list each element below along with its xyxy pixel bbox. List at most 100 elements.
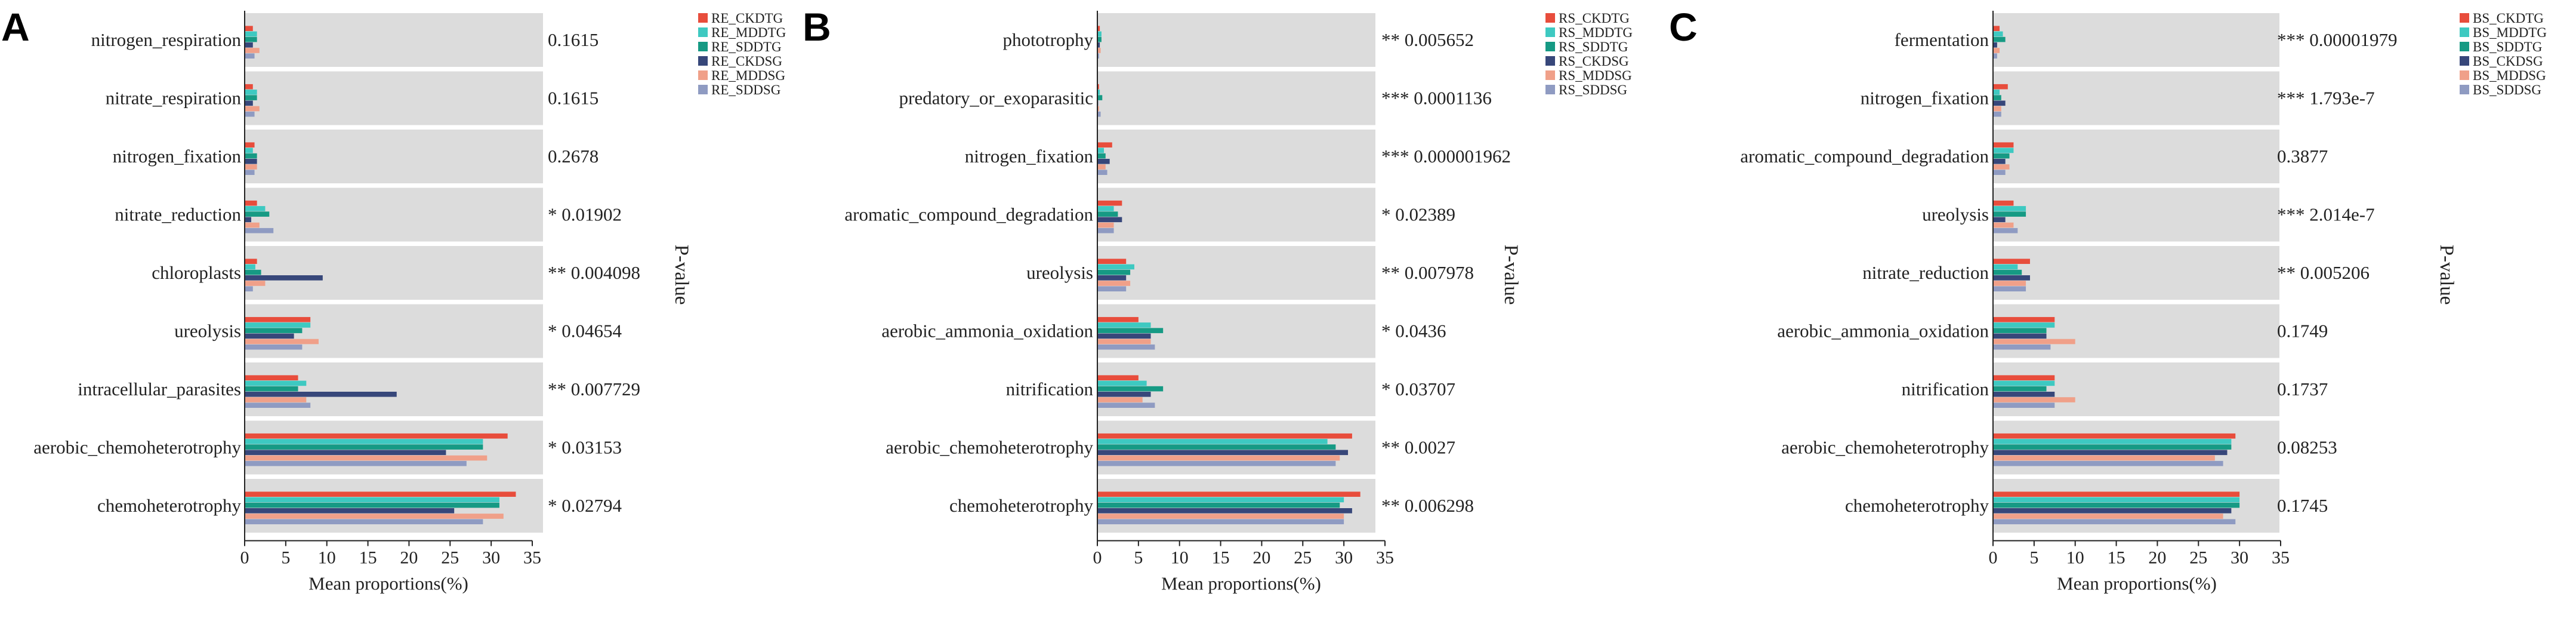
- bar-re-mddsg: [245, 514, 504, 519]
- bar-rs-sddtg: [1097, 269, 1131, 275]
- x-tick-label: 20: [1252, 548, 1270, 568]
- bar-re-ckdsg: [245, 159, 257, 164]
- bar-re-ckdsg: [245, 508, 455, 514]
- bar-re-ckdtg: [245, 142, 255, 147]
- category-label: nitrogen_fixation: [1861, 88, 1989, 109]
- x-tick-label: 25: [1294, 548, 1312, 568]
- bar-re-sddtg: [245, 328, 303, 333]
- bar-bs-ckdtg: [1993, 375, 2055, 380]
- category-label: ureolysis: [1026, 262, 1093, 283]
- bar-re-ckdtg: [245, 433, 508, 439]
- bar-bs-sddtg: [1993, 95, 2001, 100]
- bar-bs-sddsg: [1993, 53, 1997, 59]
- bar-re-mddtg: [245, 31, 257, 37]
- panel-letter: C: [1669, 5, 1698, 49]
- bar-bs-mddsg: [1993, 48, 2000, 53]
- category-band: [1097, 187, 1375, 242]
- legend-label: RS_CKDTG: [1559, 11, 1630, 26]
- bar-rs-ckdsg: [1097, 508, 1352, 514]
- bar-rs-sddsg: [1097, 460, 1336, 466]
- bar-re-sddsg: [245, 460, 467, 466]
- x-tick-label: 15: [359, 548, 377, 568]
- bar-re-mddsg: [245, 222, 260, 228]
- legend-swatch: [1545, 56, 1555, 66]
- bar-rs-ckdsg: [1097, 42, 1100, 48]
- bar-bs-sddtg: [1993, 211, 2026, 217]
- bar-bs-ckdsg: [1993, 333, 2047, 339]
- x-tick-label: 0: [1093, 548, 1102, 568]
- bar-bs-ckdtg: [1993, 433, 2236, 439]
- category-label: predatory_or_exoparasitic: [899, 88, 1093, 109]
- x-tick-label: 35: [1376, 548, 1394, 568]
- bar-rs-mddtg: [1097, 31, 1102, 37]
- category-label: chemoheterotrophy: [949, 495, 1094, 516]
- bar-bs-sddsg: [1993, 170, 2006, 175]
- bar-bs-ckdtg: [1993, 316, 2055, 322]
- category-label: aerobic_chemoheterotrophy: [1781, 437, 1989, 458]
- p-value-axis-label: P-value: [1500, 245, 1522, 305]
- bar-rs-sddtg: [1097, 95, 1103, 100]
- x-tick-label: 10: [318, 548, 336, 568]
- bar-bs-sddsg: [1993, 344, 2051, 350]
- bar-rs-sddtg: [1097, 386, 1164, 392]
- bar-re-ckdsg: [245, 217, 252, 223]
- bar-bs-mddtg: [1993, 380, 2055, 386]
- p-value-axis-label: P-value: [2436, 245, 2457, 305]
- bar-bs-mddsg: [1993, 455, 2215, 461]
- bar-re-ckdsg: [245, 333, 294, 339]
- bar-rs-mddsg: [1097, 48, 1101, 53]
- bar-bs-mddtg: [1993, 206, 2026, 211]
- x-axis-title: Mean proportions(%): [1161, 573, 1321, 594]
- x-tick-label: 25: [441, 548, 459, 568]
- x-tick-label: 5: [1134, 548, 1143, 568]
- bar-re-sddsg: [245, 402, 311, 408]
- category-band: [1993, 246, 2279, 300]
- bar-rs-mddsg: [1097, 164, 1106, 170]
- bar-re-sddtg: [245, 444, 483, 450]
- legend-swatch: [1545, 42, 1555, 51]
- bar-rs-sddsg: [1097, 111, 1101, 117]
- bar-re-ckdtg: [245, 491, 516, 497]
- bar-re-sddtg: [245, 36, 257, 42]
- bar-rs-sddsg: [1097, 344, 1155, 350]
- bar-rs-mddsg: [1097, 339, 1151, 345]
- panel-letter: A: [1, 5, 30, 49]
- bar-re-ckdsg: [245, 450, 446, 456]
- bar-re-ckdtg: [245, 316, 311, 322]
- bar-re-ckdtg: [245, 200, 257, 206]
- legend-swatch: [1545, 13, 1555, 23]
- legend-swatch: [1545, 85, 1555, 94]
- bar-re-mddsg: [245, 339, 319, 345]
- x-tick-label: 15: [1212, 548, 1230, 568]
- bar-re-sddsg: [245, 53, 255, 59]
- x-tick-label: 0: [240, 548, 249, 568]
- bar-re-sddtg: [245, 386, 298, 392]
- legend-swatch: [698, 42, 708, 51]
- category-band: [245, 130, 543, 183]
- bar-bs-mddsg: [1993, 222, 2014, 228]
- bar-rs-mddsg: [1097, 281, 1131, 286]
- legend-label: RE_SDDSG: [711, 82, 780, 97]
- category-label: phototrophy: [1002, 29, 1093, 50]
- bar-re-ckdtg: [245, 375, 298, 380]
- panel-letter: B: [803, 5, 831, 49]
- bar-bs-ckdsg: [1993, 100, 2006, 106]
- bar-bs-mddtg: [1993, 147, 2014, 153]
- bar-bs-ckdtg: [1993, 26, 2000, 31]
- category-label: aerobic_chemoheterotrophy: [886, 437, 1093, 458]
- bar-re-mddtg: [245, 322, 311, 328]
- bar-re-mddsg: [245, 106, 260, 112]
- bar-bs-sddtg: [1993, 269, 2022, 275]
- bar-rs-sddtg: [1097, 444, 1336, 450]
- bar-re-mddsg: [245, 397, 307, 402]
- bar-re-sddsg: [245, 344, 303, 350]
- bar-re-sddtg: [245, 502, 499, 508]
- legend-label: BS_SDDSG: [2473, 82, 2541, 97]
- x-tick-label: 30: [482, 548, 500, 568]
- bar-bs-mddsg: [1993, 106, 2001, 112]
- bar-rs-sddsg: [1097, 519, 1344, 524]
- x-tick-label: 20: [400, 548, 418, 568]
